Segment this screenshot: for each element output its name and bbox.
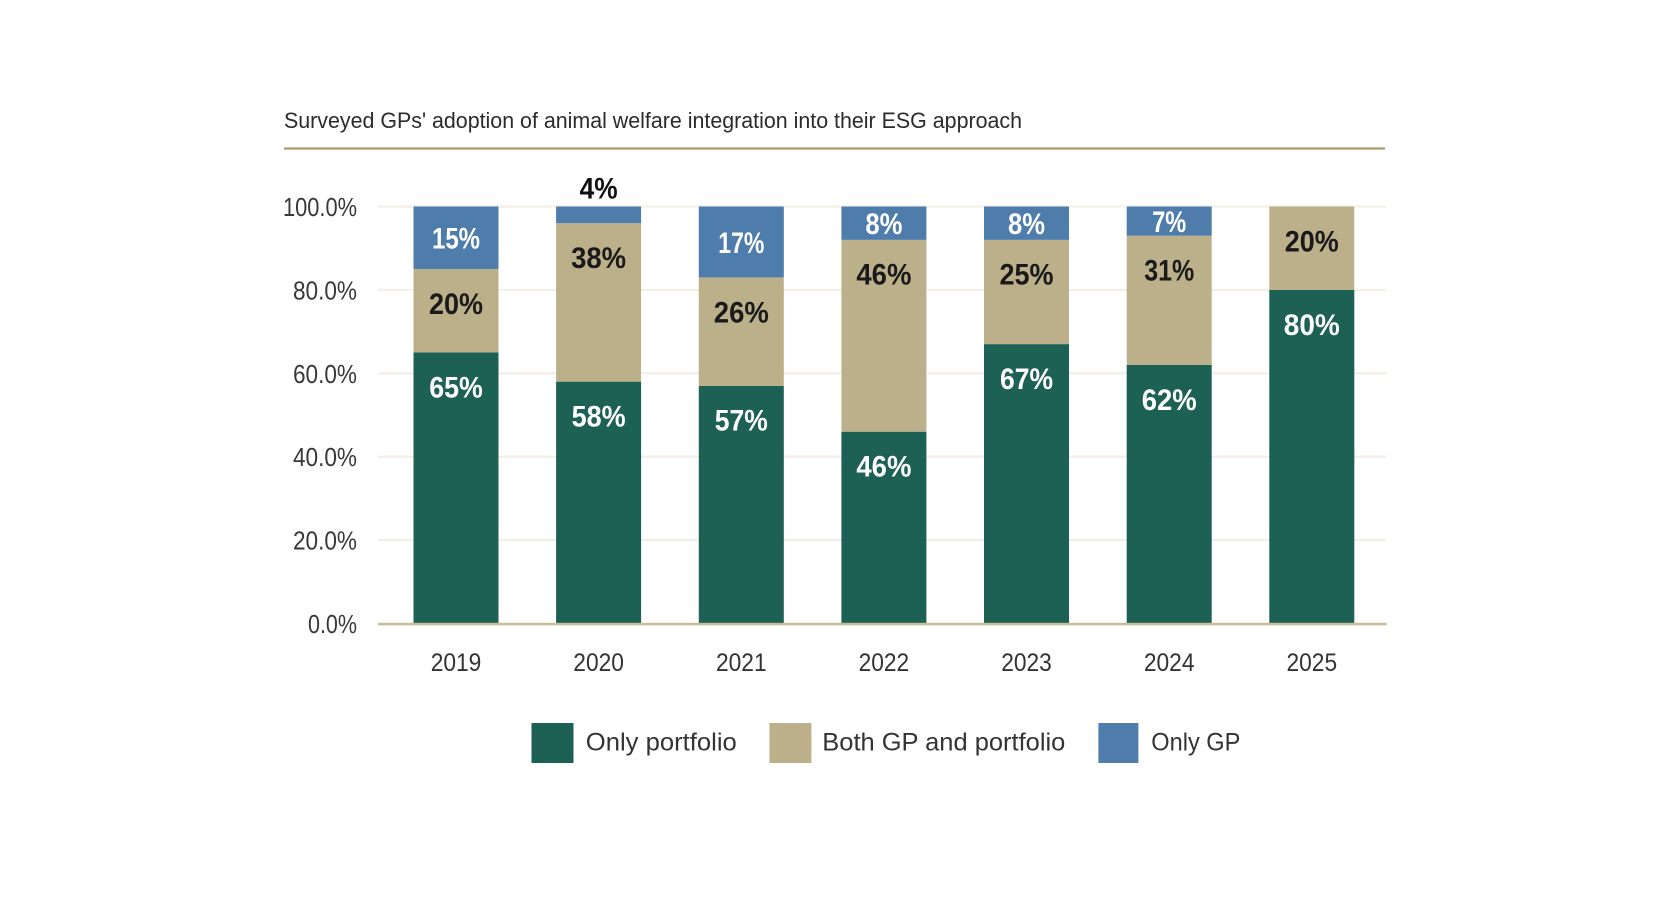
svg-text:57%: 57% [715, 405, 768, 438]
svg-text:67%: 67% [1000, 363, 1053, 396]
svg-text:31%: 31% [1144, 255, 1194, 288]
svg-text:46%: 46% [856, 451, 911, 484]
svg-text:2021: 2021 [716, 649, 767, 677]
svg-text:100.0%: 100.0% [283, 192, 357, 222]
svg-text:20%: 20% [429, 288, 483, 321]
svg-text:Both GP and portfolio: Both GP and portfolio [822, 729, 1065, 757]
svg-text:2024: 2024 [1144, 649, 1195, 677]
svg-text:4%: 4% [580, 173, 618, 206]
svg-text:25%: 25% [1000, 259, 1054, 292]
svg-text:2023: 2023 [1001, 649, 1052, 677]
svg-text:26%: 26% [714, 296, 769, 329]
svg-text:0.0%: 0.0% [308, 609, 357, 639]
svg-text:62%: 62% [1142, 384, 1197, 417]
svg-text:15%: 15% [432, 223, 480, 256]
svg-text:8%: 8% [865, 208, 902, 241]
svg-text:20.0%: 20.0% [293, 526, 357, 556]
svg-text:38%: 38% [571, 242, 626, 275]
svg-text:Surveyed GPs' adoption of anim: Surveyed GPs' adoption of animal welfare… [284, 108, 1022, 133]
svg-text:20%: 20% [1285, 225, 1339, 258]
svg-text:2022: 2022 [859, 649, 910, 677]
svg-text:2025: 2025 [1287, 649, 1338, 677]
svg-text:8%: 8% [1008, 208, 1045, 241]
svg-text:Only GP: Only GP [1151, 729, 1240, 757]
svg-text:46%: 46% [856, 259, 911, 292]
svg-text:7%: 7% [1152, 206, 1186, 239]
svg-text:2019: 2019 [431, 649, 482, 677]
svg-text:Only portfolio: Only portfolio [586, 729, 737, 757]
svg-text:17%: 17% [718, 227, 764, 260]
svg-text:65%: 65% [429, 371, 483, 404]
svg-text:58%: 58% [572, 401, 626, 434]
svg-text:2020: 2020 [573, 649, 624, 677]
svg-text:40.0%: 40.0% [293, 442, 357, 472]
svg-text:80.0%: 80.0% [293, 275, 357, 305]
svg-text:60.0%: 60.0% [293, 359, 357, 389]
svg-text:80%: 80% [1284, 309, 1340, 342]
